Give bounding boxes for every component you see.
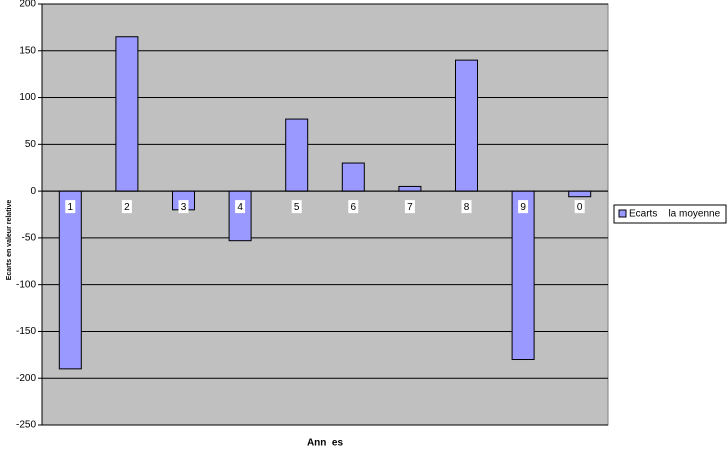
y-tick-label: 150 [19, 45, 36, 56]
x-tick-label: 2 [124, 202, 130, 213]
x-tick-label-bg [65, 200, 76, 214]
y-tick-label: 0 [30, 186, 36, 197]
x-tick-label-bg [574, 200, 585, 214]
y-tick-label: 200 [19, 0, 36, 10]
bar [285, 118, 309, 192]
x-tick-label: 7 [407, 202, 413, 213]
bar [511, 190, 535, 361]
x-tick-label-bg [178, 200, 189, 214]
x-tick-label-bg [235, 200, 246, 214]
bar [58, 190, 82, 370]
x-tick-label-bg [404, 200, 415, 214]
x-axis-title: Ann es [307, 438, 344, 449]
bar [341, 162, 365, 192]
x-tick-label: 8 [464, 202, 470, 213]
y-tick-label: -200 [16, 373, 36, 384]
x-tick-label: 4 [237, 202, 243, 213]
y-tick-label: -100 [16, 279, 36, 290]
x-tick-label-bg [348, 200, 359, 214]
y-tick-label: -150 [16, 326, 36, 337]
x-tick-label: 1 [68, 202, 74, 213]
bar [115, 36, 139, 192]
legend-box [613, 204, 727, 224]
x-tick-label-bg [291, 200, 302, 214]
y-axis-title: Ecarts en valeur relative [6, 200, 13, 281]
x-tick-label-bg [121, 200, 132, 214]
x-tick-label-bg [518, 200, 529, 214]
y-tick-label: -50 [22, 233, 37, 244]
x-tick-label-bg [461, 200, 472, 214]
y-tick-label: -250 [16, 420, 36, 431]
x-tick-label: 5 [294, 202, 300, 213]
legend-label: Ecarts la moyenne [629, 209, 721, 220]
legend-swatch [618, 209, 627, 218]
x-tick-label: 6 [351, 202, 357, 213]
bar [455, 59, 478, 192]
x-tick-label: 0 [577, 202, 583, 213]
y-tick-label: 50 [25, 139, 37, 150]
y-tick-label: 100 [19, 92, 36, 103]
x-tick-label: 3 [181, 202, 187, 213]
bar [398, 185, 422, 192]
x-tick-label: 9 [520, 202, 526, 213]
bar [228, 190, 252, 242]
bar [568, 190, 592, 198]
